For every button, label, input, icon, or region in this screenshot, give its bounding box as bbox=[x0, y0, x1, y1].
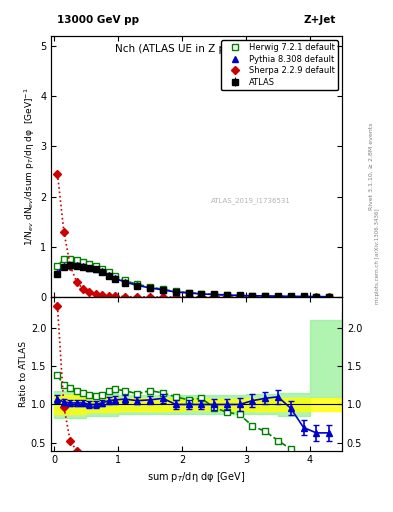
Pythia 8.308 default bbox=[74, 262, 79, 268]
Sherpa 2.2.9 default bbox=[68, 263, 73, 269]
Herwig 7.2.1 default bbox=[81, 259, 85, 265]
Herwig 7.2.1 default bbox=[68, 255, 73, 262]
Sherpa 2.2.9 default bbox=[81, 286, 85, 292]
Pythia 8.308 default bbox=[224, 292, 229, 298]
Text: Nch (ATLAS UE in Z production): Nch (ATLAS UE in Z production) bbox=[115, 44, 278, 54]
Pythia 8.308 default bbox=[135, 282, 140, 288]
Pythia 8.308 default bbox=[106, 272, 111, 278]
Herwig 7.2.1 default bbox=[275, 293, 280, 300]
Sherpa 2.2.9 default bbox=[250, 294, 255, 300]
Sherpa 2.2.9 default bbox=[62, 228, 66, 234]
Sherpa 2.2.9 default bbox=[212, 294, 217, 300]
Pythia 8.308 default bbox=[263, 293, 268, 299]
Herwig 7.2.1 default bbox=[301, 294, 306, 300]
Line: Herwig 7.2.1 default: Herwig 7.2.1 default bbox=[55, 256, 332, 300]
Herwig 7.2.1 default bbox=[113, 273, 118, 279]
Text: mcplots.cern.ch [arXiv:1306.3436]: mcplots.cern.ch [arXiv:1306.3436] bbox=[375, 208, 380, 304]
Sherpa 2.2.9 default bbox=[122, 293, 127, 300]
Herwig 7.2.1 default bbox=[199, 291, 204, 297]
Sherpa 2.2.9 default bbox=[106, 293, 111, 299]
Sherpa 2.2.9 default bbox=[55, 171, 60, 177]
Pythia 8.308 default bbox=[327, 293, 331, 300]
Sherpa 2.2.9 default bbox=[199, 294, 204, 300]
Sherpa 2.2.9 default bbox=[87, 289, 92, 295]
Herwig 7.2.1 default bbox=[94, 263, 98, 269]
Pythia 8.308 default bbox=[148, 285, 152, 291]
Pythia 8.308 default bbox=[68, 262, 73, 268]
Pythia 8.308 default bbox=[100, 268, 105, 274]
Herwig 7.2.1 default bbox=[74, 257, 79, 263]
Herwig 7.2.1 default bbox=[212, 291, 217, 297]
Herwig 7.2.1 default bbox=[314, 294, 319, 300]
Herwig 7.2.1 default bbox=[62, 256, 66, 262]
Line: Pythia 8.308 default: Pythia 8.308 default bbox=[55, 262, 332, 300]
Herwig 7.2.1 default bbox=[186, 290, 191, 296]
Sherpa 2.2.9 default bbox=[224, 294, 229, 300]
Herwig 7.2.1 default bbox=[87, 261, 92, 267]
Pythia 8.308 default bbox=[186, 290, 191, 296]
Legend: Herwig 7.2.1 default, Pythia 8.308 default, Sherpa 2.2.9 default, ATLAS: Herwig 7.2.1 default, Pythia 8.308 defau… bbox=[221, 40, 338, 90]
Pythia 8.308 default bbox=[87, 265, 92, 271]
Text: Rivet 3.1.10, ≥ 2.8M events: Rivet 3.1.10, ≥ 2.8M events bbox=[369, 123, 373, 210]
Text: Z+Jet: Z+Jet bbox=[304, 15, 336, 26]
Sherpa 2.2.9 default bbox=[113, 293, 118, 300]
Herwig 7.2.1 default bbox=[250, 293, 255, 299]
Sherpa 2.2.9 default bbox=[237, 294, 242, 300]
Pythia 8.308 default bbox=[55, 270, 60, 276]
Pythia 8.308 default bbox=[250, 293, 255, 299]
Sherpa 2.2.9 default bbox=[275, 294, 280, 300]
Herwig 7.2.1 default bbox=[100, 266, 105, 272]
Sherpa 2.2.9 default bbox=[100, 292, 105, 298]
Pythia 8.308 default bbox=[212, 291, 217, 297]
Sherpa 2.2.9 default bbox=[314, 294, 319, 300]
Pythia 8.308 default bbox=[122, 279, 127, 285]
Pythia 8.308 default bbox=[94, 266, 98, 272]
Herwig 7.2.1 default bbox=[55, 263, 60, 269]
Text: ATLAS_2019_I1736531: ATLAS_2019_I1736531 bbox=[211, 198, 291, 204]
Y-axis label: 1/N$_{ev}$ dN$_{ev}$/dsum p$_T$/dη dφ  [GeV]$^{-1}$: 1/N$_{ev}$ dN$_{ev}$/dsum p$_T$/dη dφ [G… bbox=[23, 87, 37, 246]
Sherpa 2.2.9 default bbox=[301, 294, 306, 300]
Sherpa 2.2.9 default bbox=[161, 294, 165, 300]
Herwig 7.2.1 default bbox=[173, 288, 178, 294]
Pythia 8.308 default bbox=[237, 292, 242, 298]
Pythia 8.308 default bbox=[275, 293, 280, 299]
Sherpa 2.2.9 default bbox=[327, 294, 331, 300]
Sherpa 2.2.9 default bbox=[94, 291, 98, 297]
Pythia 8.308 default bbox=[288, 293, 293, 300]
Pythia 8.308 default bbox=[199, 291, 204, 297]
Herwig 7.2.1 default bbox=[263, 293, 268, 300]
Sherpa 2.2.9 default bbox=[288, 294, 293, 300]
Line: Sherpa 2.2.9 default: Sherpa 2.2.9 default bbox=[55, 171, 332, 300]
X-axis label: sum p$_T$/dη dφ [GeV]: sum p$_T$/dη dφ [GeV] bbox=[147, 470, 246, 484]
Pythia 8.308 default bbox=[113, 275, 118, 282]
Pythia 8.308 default bbox=[81, 263, 85, 269]
Herwig 7.2.1 default bbox=[327, 294, 331, 300]
Y-axis label: Ratio to ATLAS: Ratio to ATLAS bbox=[19, 341, 28, 407]
Herwig 7.2.1 default bbox=[237, 292, 242, 298]
Text: 13000 GeV pp: 13000 GeV pp bbox=[57, 15, 139, 26]
Sherpa 2.2.9 default bbox=[263, 294, 268, 300]
Sherpa 2.2.9 default bbox=[148, 294, 152, 300]
Herwig 7.2.1 default bbox=[106, 269, 111, 275]
Pythia 8.308 default bbox=[301, 293, 306, 300]
Herwig 7.2.1 default bbox=[135, 281, 140, 287]
Pythia 8.308 default bbox=[173, 289, 178, 295]
Herwig 7.2.1 default bbox=[122, 278, 127, 284]
Herwig 7.2.1 default bbox=[161, 286, 165, 292]
Pythia 8.308 default bbox=[314, 293, 319, 300]
Sherpa 2.2.9 default bbox=[74, 279, 79, 285]
Herwig 7.2.1 default bbox=[224, 292, 229, 298]
Pythia 8.308 default bbox=[161, 287, 165, 293]
Sherpa 2.2.9 default bbox=[135, 294, 140, 300]
Sherpa 2.2.9 default bbox=[186, 294, 191, 300]
Herwig 7.2.1 default bbox=[148, 284, 152, 290]
Sherpa 2.2.9 default bbox=[173, 294, 178, 300]
Pythia 8.308 default bbox=[62, 263, 66, 269]
Herwig 7.2.1 default bbox=[288, 294, 293, 300]
